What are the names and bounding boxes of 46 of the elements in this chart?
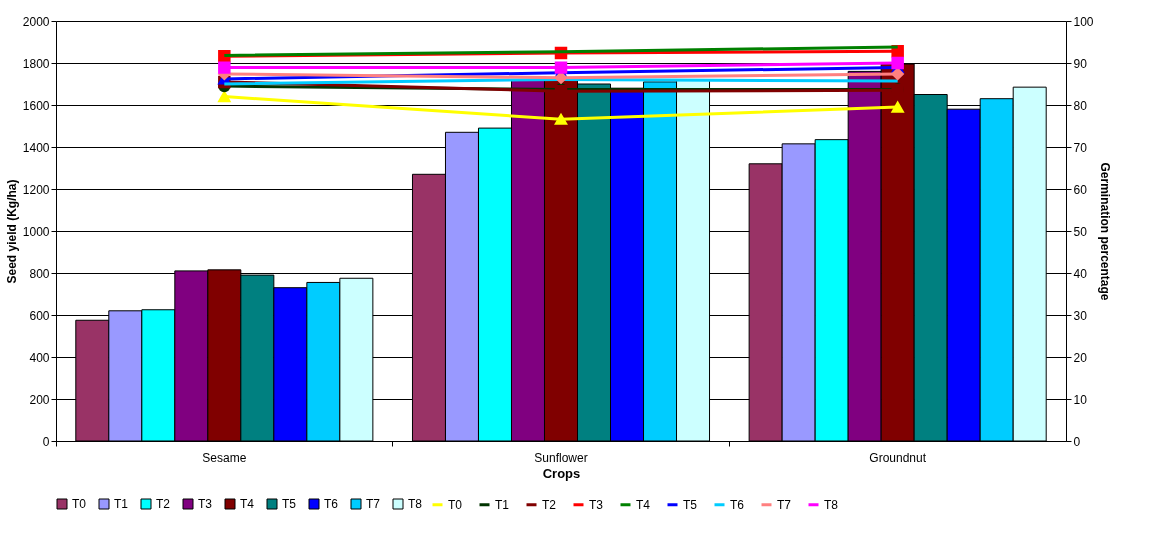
x-tick-label: Groundnut: [869, 450, 927, 465]
y2-tick-label: 100: [1073, 14, 1094, 29]
y-tick-label: 200: [29, 392, 50, 407]
y2-tick-label: 10: [1073, 392, 1088, 407]
y-tick-label: 1200: [22, 182, 50, 197]
legend-label: T6: [324, 497, 339, 511]
legend-label: T4: [240, 497, 255, 511]
y-tick-label: 1600: [22, 98, 50, 113]
legend-label: T2: [542, 497, 557, 512]
legend-label: T3: [198, 497, 213, 511]
y2-tick-label: 30: [1073, 308, 1088, 323]
y2-tick-label: 60: [1073, 182, 1088, 197]
y-tick-label: 1400: [22, 140, 50, 155]
y-tick-label: 400: [29, 350, 50, 365]
y-axis-title: Seed yield (Kg/ha): [4, 179, 19, 284]
legend-label: T2: [156, 497, 171, 511]
y-tick-label: 600: [29, 308, 50, 323]
legend-label: T1: [495, 497, 510, 512]
y-tick-label: 2000: [22, 14, 50, 29]
y-tick-label: 800: [29, 266, 50, 281]
legend-label: T4: [636, 497, 651, 512]
legend-label: T5: [282, 497, 297, 511]
y2-tick-label: 20: [1073, 350, 1088, 365]
legend-label: T0: [448, 497, 463, 512]
y-tick-label: 1800: [22, 56, 50, 71]
y2-tick-label: 70: [1073, 140, 1088, 155]
legend-label: T7: [777, 497, 792, 512]
x-tick-label: Sesame: [202, 450, 247, 465]
y2-axis-title: Germination percentage: [1097, 162, 1112, 301]
legend-label: T1: [114, 497, 129, 511]
legend-label: T8: [408, 497, 423, 511]
y2-tick-label: 50: [1073, 224, 1088, 239]
y-tick-label: 0: [42, 434, 50, 449]
legend-label: T6: [730, 497, 745, 512]
y2-tick-label: 40: [1073, 266, 1088, 281]
x-tick-label: Sunflower: [534, 450, 588, 465]
legend-label: T5: [683, 497, 698, 512]
y-tick-label: 1000: [22, 224, 50, 239]
y2-tick-label: 80: [1073, 98, 1088, 113]
y2-tick-label: 90: [1073, 56, 1088, 71]
y2-tick-label: 0: [1073, 434, 1081, 449]
x-axis-title: Crops: [542, 465, 581, 481]
legend-label: T3: [589, 497, 604, 512]
legend-label: T8: [824, 497, 839, 512]
legend-label: T7: [366, 497, 381, 511]
legend-label: T0: [72, 497, 87, 511]
